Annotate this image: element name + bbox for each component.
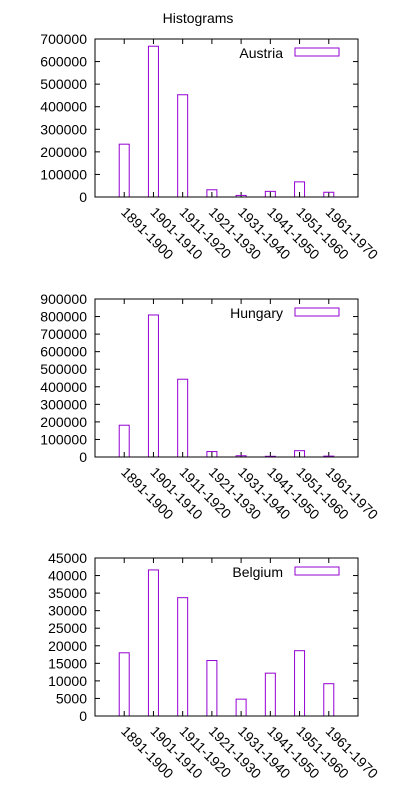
y-tick-label: 300000 <box>40 396 87 412</box>
y-tick-label: 800000 <box>40 309 87 325</box>
y-tick-label: 600000 <box>40 54 87 70</box>
bar-1911-1920 <box>177 378 189 458</box>
bar-1911-1920 <box>177 94 189 198</box>
legend: Belgium <box>232 564 340 580</box>
histogram-panel-austria: 0 100000 200000 300000 400000 500000 600000 700… <box>40 31 381 263</box>
legend-label: Austria <box>239 45 283 61</box>
y-tick-label: 100000 <box>40 166 87 182</box>
y-tick-label: 10000 <box>48 673 87 689</box>
y-tick-label: 300000 <box>40 121 87 137</box>
y-tick-label: 400000 <box>40 379 87 395</box>
legend: Hungary <box>230 305 340 321</box>
bar-1921-1930 <box>206 660 218 717</box>
plot-frame <box>94 38 359 198</box>
legend-label: Belgium <box>232 564 283 580</box>
y-tick-label: 30000 <box>48 603 87 619</box>
y-tick-label: 0 <box>79 189 87 205</box>
y-tick-label: 25000 <box>48 620 87 636</box>
bar-1911-1920 <box>177 597 189 717</box>
y-tick-label: 200000 <box>40 144 87 160</box>
legend-label: Hungary <box>230 305 283 321</box>
y-tick-label: 500000 <box>40 361 87 377</box>
bar-1951-1960 <box>294 650 306 717</box>
bar-1901-1910 <box>147 45 159 198</box>
y-tick-label: 5000 <box>56 690 87 706</box>
y-tick-label: 20000 <box>48 638 87 654</box>
y-tick-label: 45000 <box>48 550 87 566</box>
bar-1901-1910 <box>147 314 159 458</box>
y-tick-label: 100000 <box>40 431 87 447</box>
plot-frame <box>94 298 359 458</box>
legend-swatch <box>294 47 340 57</box>
y-tick-label: 40000 <box>48 568 87 584</box>
y-tick-label: 400000 <box>40 99 87 115</box>
y-tick-label: 900000 <box>40 291 87 307</box>
y-tick-label: 0 <box>79 708 87 724</box>
bar-1891-1900 <box>118 652 130 717</box>
y-tick-label: 500000 <box>40 76 87 92</box>
y-tick-label: 200000 <box>40 414 87 430</box>
bar-1891-1900 <box>118 143 130 198</box>
y-tick-label: 700000 <box>40 326 87 342</box>
legend: Austria <box>239 45 340 61</box>
bar-1901-1910 <box>147 569 159 717</box>
legend-swatch <box>294 566 340 576</box>
y-tick-label: 700000 <box>40 31 87 47</box>
legend-swatch <box>294 307 340 317</box>
y-tick-label: 600000 <box>40 344 87 360</box>
y-tick-label: 35000 <box>48 585 87 601</box>
bar-1941-1950 <box>264 672 276 717</box>
page-title: Histograms <box>163 10 234 26</box>
y-tick-label: 15000 <box>48 655 87 671</box>
y-tick-label: 0 <box>79 449 87 465</box>
plot-frame <box>94 557 359 717</box>
